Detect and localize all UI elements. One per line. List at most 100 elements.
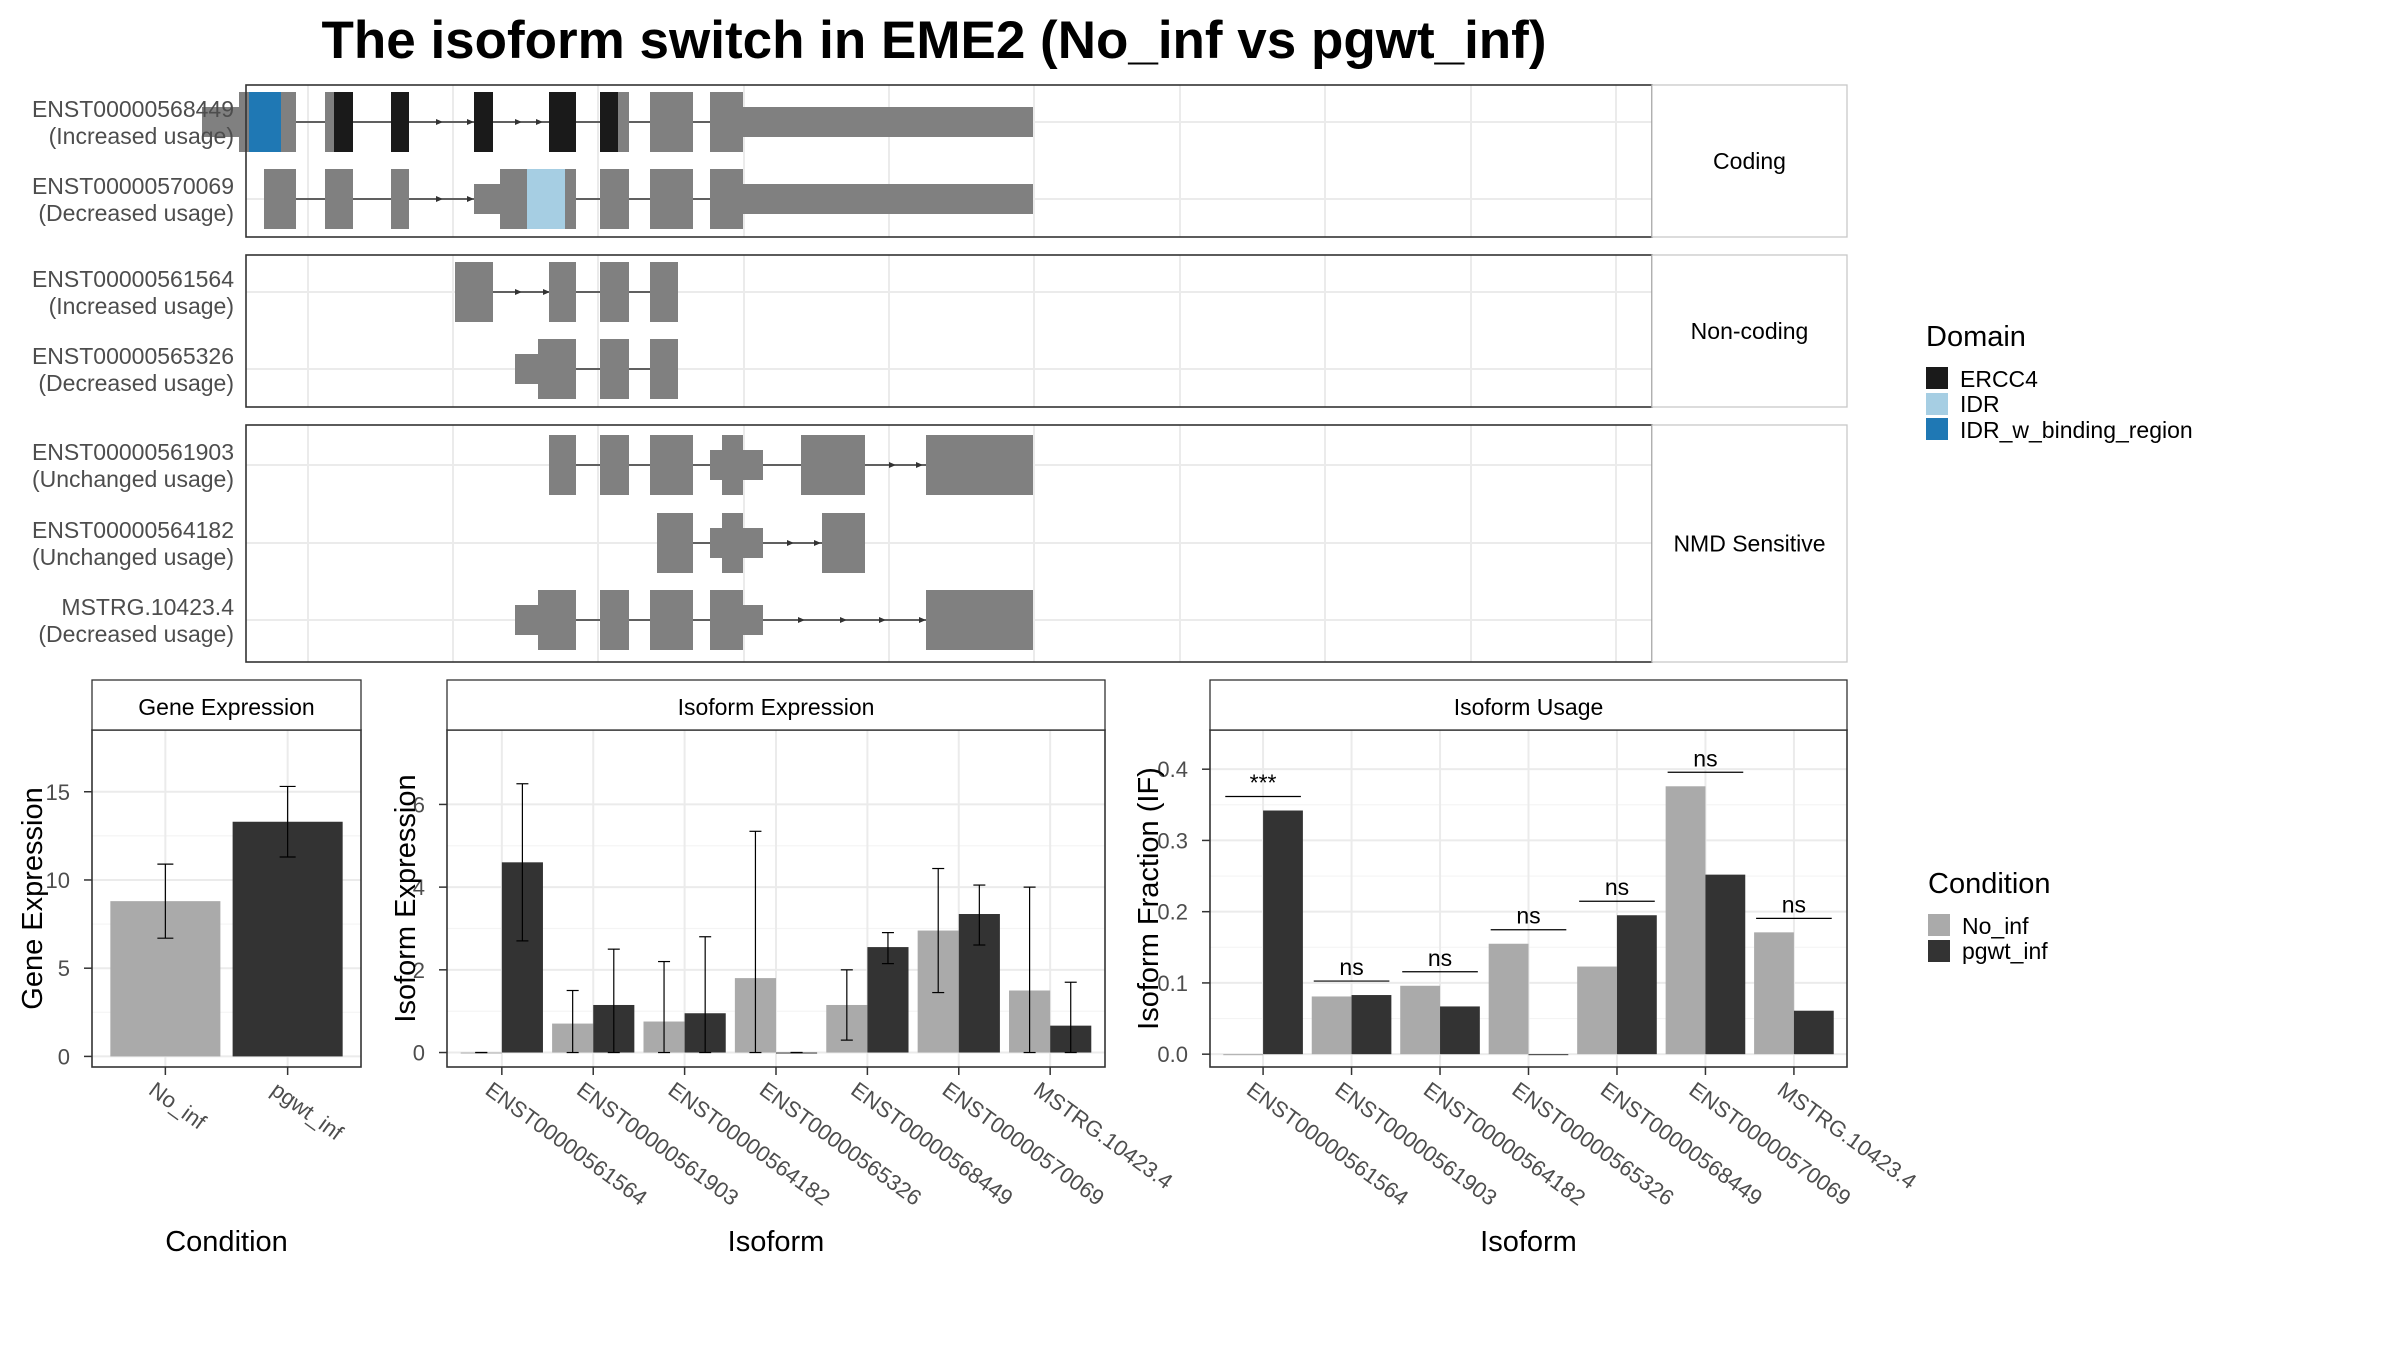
y-tick-label: 0.2 <box>1157 900 1188 925</box>
chart-title-strip <box>91 679 362 731</box>
y-tick-label: 5 <box>58 956 70 981</box>
domain-ercc4 <box>549 92 576 152</box>
x-tick-label: ENST00000570069 <box>1685 1077 1856 1211</box>
bar-pgwt-inf <box>232 821 343 1057</box>
legend-key-idr <box>1926 393 1948 415</box>
x-tick-label: ENST00000564182 <box>664 1077 835 1211</box>
utr-exon <box>515 354 538 384</box>
isoform-name-label: ENST00000561903 <box>32 439 234 465</box>
domain-ercc4 <box>334 92 353 152</box>
x-axis-title: Isoform <box>1480 1226 1577 1258</box>
intron-direction-arrow <box>515 289 522 295</box>
structure-strip-label: Coding <box>1713 148 1786 174</box>
coding-exon <box>538 590 576 650</box>
significance-label: ns <box>1428 945 1452 971</box>
domain-legend-title: Domain <box>1926 321 2026 353</box>
coding-exon <box>657 513 693 573</box>
x-tick-label: ENST00000561903 <box>1331 1077 1502 1211</box>
legend-key-no-inf <box>1928 914 1950 936</box>
coding-exon <box>650 339 678 399</box>
isoform-name-label: ENST00000568449 <box>32 96 234 122</box>
intron-direction-arrow <box>916 462 923 468</box>
intron-direction-arrow <box>787 540 794 546</box>
isoform-name-label: ENST00000564182 <box>32 517 234 543</box>
coding-exon <box>926 590 1033 650</box>
significance-label: ns <box>1605 874 1629 900</box>
chart-title: Isoform Usage <box>1454 694 1604 720</box>
intron-direction-arrow <box>840 617 847 623</box>
structure-strip <box>1651 254 1848 408</box>
domain-ercc4 <box>391 92 409 152</box>
coding-exon <box>650 92 693 152</box>
chart-title: Isoform Expression <box>678 694 875 720</box>
legend-label-idr-binding: IDR_w_binding_region <box>1960 417 2193 443</box>
legend-key-idr-binding <box>1926 418 1948 440</box>
significance-label: ns <box>1782 891 1806 917</box>
bar-pgwt-inf <box>1793 1010 1834 1055</box>
bar-no-inf <box>1577 966 1617 1055</box>
structure-strip-label: Non-coding <box>1691 318 1809 344</box>
isoform-usage-label: (Increased usage) <box>49 123 234 149</box>
coding-exon <box>650 435 693 495</box>
coding-exon <box>538 339 576 399</box>
coding-exon <box>822 513 865 573</box>
y-axis-title: Isoform Expression <box>390 774 422 1022</box>
domain-ercc4 <box>474 92 493 152</box>
y-tick-label: 4 <box>413 875 425 900</box>
structure-strip <box>1651 84 1848 238</box>
domain-ercc4 <box>600 92 618 152</box>
intron-direction-arrow <box>814 540 821 546</box>
utr-exon <box>710 528 722 558</box>
figure-title: The isoform switch in EME2 (No_inf vs pg… <box>322 11 1547 70</box>
structure-strip-label: NMD Sensitive <box>1673 531 1825 557</box>
utr-exon <box>743 184 1033 214</box>
intron-direction-arrow <box>515 119 522 125</box>
isoform-name-label: ENST00000565326 <box>32 343 234 369</box>
coding-exon <box>650 169 693 229</box>
legend-label-ercc4: ERCC4 <box>1960 366 2038 392</box>
intron-direction-arrow <box>879 617 886 623</box>
legend-key-ercc4 <box>1926 367 1948 389</box>
legend-label-pgwt-inf: pgwt_inf <box>1962 938 2048 964</box>
coding-exon <box>600 590 629 650</box>
coding-exon <box>600 435 629 495</box>
coding-exon <box>722 513 743 573</box>
chart-title-strip <box>446 679 1106 731</box>
utr-exon <box>710 450 722 480</box>
isoform-name-label: ENST00000570069 <box>32 173 234 199</box>
bar-pgwt-inf <box>1263 810 1303 1055</box>
isoform-name-label: MSTRG.10423.4 <box>61 594 234 620</box>
coding-exon <box>549 262 576 322</box>
y-tick-label: 2 <box>413 958 425 983</box>
x-tick-label: ENST00000561903 <box>572 1077 743 1211</box>
isoform-usage-label: (Decreased usage) <box>38 621 234 647</box>
x-tick-label: pgwt_inf <box>267 1077 349 1146</box>
coding-exon <box>722 435 743 495</box>
utr-exon <box>202 107 239 137</box>
coding-exon <box>549 435 576 495</box>
isoform-name-label: ENST00000561564 <box>32 266 234 292</box>
x-tick-label: ENST00000561564 <box>1242 1077 1413 1211</box>
significance-label: *** <box>1250 770 1277 796</box>
isoform-usage-label: (Decreased usage) <box>38 370 234 396</box>
utr-exon <box>743 605 763 635</box>
coding-exon <box>710 590 743 650</box>
coding-exon <box>264 169 296 229</box>
x-tick-label: ENST00000568449 <box>1596 1077 1767 1211</box>
y-tick-label: 0.1 <box>1157 971 1188 996</box>
x-tick-label: ENST00000565326 <box>1508 1077 1679 1211</box>
condition-legend: Condition No_inf pgwt_inf <box>1928 868 2051 964</box>
y-axis-title: Isoform Fraction (IF) <box>1133 767 1165 1030</box>
legend-label-idr: IDR <box>1960 391 2000 417</box>
y-tick-label: 0.3 <box>1157 828 1188 853</box>
bar-pgwt-inf <box>867 947 909 1053</box>
intron-direction-arrow <box>467 119 474 125</box>
structure-strip <box>1651 424 1848 663</box>
x-tick-label: ENST00000564182 <box>1419 1077 1590 1211</box>
bar-no-inf <box>1488 943 1529 1055</box>
coding-exon <box>710 169 743 229</box>
bar-pgwt-inf <box>1616 915 1657 1055</box>
coding-exon <box>710 92 743 152</box>
